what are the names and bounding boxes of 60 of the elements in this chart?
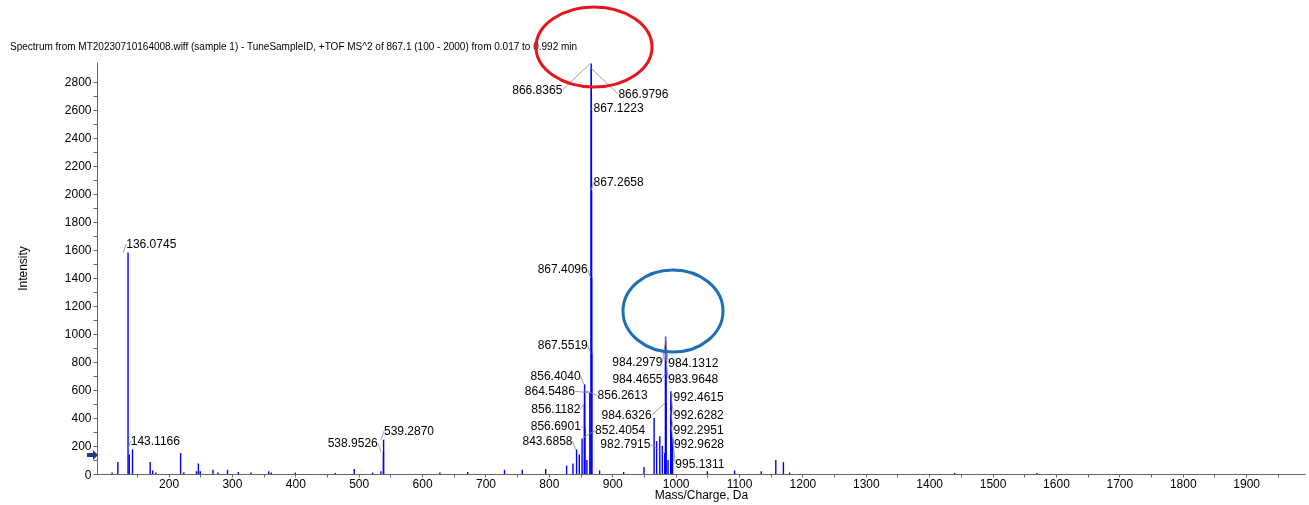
annotation: 866.9796 (618, 87, 669, 102)
x-tick-label: 700 (475, 476, 497, 491)
x-tick-label: 1400 (916, 476, 944, 491)
y-tick-label: 2200 (64, 159, 92, 174)
annotation: 992.2951 (673, 423, 724, 438)
x-tick-label: 1500 (979, 476, 1007, 491)
annotation: 984.6326 (601, 408, 652, 423)
y-tick-label: 2000 (64, 187, 92, 202)
annotation: 982.7915 (600, 437, 651, 452)
annotation: 856.1182 (531, 402, 581, 417)
annotation: 136.0745 (126, 237, 177, 252)
x-tick-label: 1300 (852, 476, 880, 491)
y-tick-label: 1800 (64, 215, 92, 230)
x-tick-label: 600 (412, 476, 433, 491)
annotation: 984.1312 (668, 356, 719, 371)
annotation: 852.4054 (595, 423, 646, 438)
annotation: 539.2870 (383, 424, 435, 439)
annotation: 866.8365 (512, 82, 563, 97)
y-tick-label: 600 (71, 383, 92, 398)
annotation: 984.2979 (612, 354, 663, 369)
annotation: 864.5486 (524, 384, 576, 399)
annotation: 143.1166 (130, 433, 181, 448)
annotation: 992.9628 (673, 437, 725, 452)
y-tick-label: 2600 (64, 103, 92, 118)
annotation: 867.2658 (593, 175, 644, 190)
annotation: 856.6901 (530, 419, 582, 434)
y-tick-label: 800 (71, 355, 92, 370)
annotation: 995.1311 (675, 457, 725, 472)
y-tick-label: 1400 (64, 271, 92, 286)
annotation: 867.4096 (537, 262, 588, 277)
annotation: 843.6858 (522, 433, 573, 448)
annotation: 992.4615 (673, 389, 724, 404)
annotation: 856.2613 (597, 388, 648, 403)
y-tick-label: 200 (71, 439, 92, 454)
x-tick-label: 300 (222, 476, 243, 491)
x-tick-label: 500 (349, 476, 370, 491)
annotation: 856.4040 (530, 368, 581, 383)
y-tick-label: 1200 (64, 299, 92, 314)
x-tick-label: 800 (539, 476, 560, 491)
y-tick-label: 2800 (64, 75, 92, 90)
annotation: 983.9648 (668, 371, 719, 386)
y-tick-label: 0 (84, 467, 92, 482)
x-tick-label: 1800 (1169, 476, 1197, 491)
x-tick-label: 200 (159, 476, 180, 491)
annotation: 992.6282 (673, 408, 725, 423)
x-tick-label: 400 (285, 476, 307, 491)
y-tick-label: 1000 (64, 327, 92, 342)
y-tick-label: 400 (71, 411, 92, 426)
x-tick-label: 1200 (789, 476, 817, 491)
y-axis-title: Intensity (15, 246, 30, 291)
x-tick-label: 900 (602, 476, 624, 491)
x-tick-label: 1600 (1043, 476, 1071, 491)
y-tick-label: 1600 (64, 243, 92, 258)
x-tick-label: 1900 (1233, 476, 1261, 491)
annotation: 867.5519 (537, 337, 589, 352)
annotation: 538.9526 (327, 436, 379, 451)
annotation: 984.4655 (612, 371, 663, 386)
annotation: 867.1223 (593, 101, 644, 116)
y-tick-label: 2400 (64, 131, 92, 146)
x-tick-label: 1700 (1106, 476, 1134, 491)
